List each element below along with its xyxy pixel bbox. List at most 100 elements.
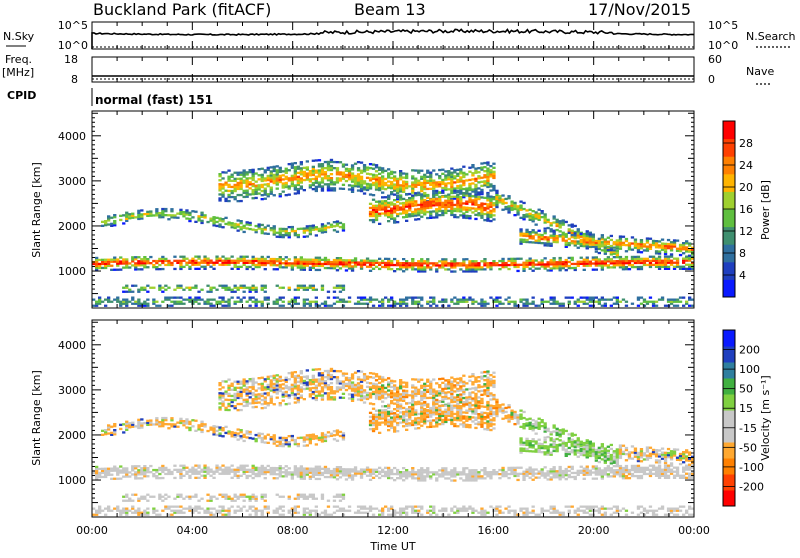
velocity-cell <box>215 510 218 512</box>
power-cell <box>568 232 571 234</box>
power-cell <box>312 267 315 269</box>
velocity-cell <box>113 429 116 431</box>
velocity-cell <box>264 392 267 394</box>
power-cell <box>670 303 673 305</box>
velocity-cell <box>357 472 360 474</box>
power-cell <box>652 244 655 246</box>
power-cell <box>227 196 230 198</box>
power-cell <box>414 186 417 188</box>
power-cell <box>227 305 230 307</box>
velocity-cell <box>176 469 179 471</box>
power-cell <box>447 200 450 202</box>
power-cell <box>532 220 535 222</box>
velocity-cell <box>297 467 300 469</box>
velocity-cell <box>227 393 230 395</box>
velocity-cell <box>237 391 240 393</box>
velocity-cell <box>279 380 282 382</box>
power-cell <box>673 241 676 243</box>
velocity-cell <box>297 437 300 439</box>
power-cell <box>206 264 209 266</box>
power-cell <box>447 170 450 172</box>
power-cell <box>688 299 691 301</box>
power-cell <box>456 204 459 206</box>
power-cell <box>354 265 357 267</box>
power-cell <box>598 246 601 248</box>
power-cell <box>429 268 432 270</box>
power-cell <box>276 171 279 173</box>
velocity-cell <box>249 508 252 510</box>
power-cell <box>113 224 116 226</box>
power-cell <box>550 224 553 226</box>
velocity-cell <box>158 514 161 516</box>
power-cell <box>146 291 149 293</box>
power-cell <box>306 289 309 291</box>
power-cell <box>492 301 495 303</box>
velocity-cell <box>255 498 258 500</box>
power-cell <box>297 176 300 178</box>
power-cell <box>113 257 116 259</box>
power-cell <box>474 204 477 206</box>
power-cell <box>471 178 474 180</box>
power-cell <box>125 260 128 262</box>
power-cell <box>444 206 447 208</box>
power-cell <box>261 186 264 188</box>
power-cell <box>658 299 661 301</box>
velocity-cell <box>258 432 261 434</box>
power-cell <box>366 189 369 191</box>
power-cell <box>107 223 110 225</box>
power-cell <box>522 233 525 235</box>
power-cell <box>486 182 489 184</box>
velocity-cell <box>291 473 294 475</box>
power-cell <box>312 289 315 291</box>
power-cell <box>110 261 113 263</box>
power-cell <box>471 172 474 174</box>
velocity-cell <box>155 475 158 477</box>
power-cell <box>535 215 538 217</box>
freq-label: Freq. <box>5 53 32 66</box>
power-cell <box>453 190 456 192</box>
velocity-cell <box>122 471 125 473</box>
velocity-cell <box>270 471 273 473</box>
velocity-cell <box>101 430 104 432</box>
power-cell <box>688 264 691 266</box>
power-cell <box>291 268 294 270</box>
power-cell <box>580 236 583 238</box>
power-cell <box>387 187 390 189</box>
power-cell <box>622 244 625 246</box>
power-cell <box>586 297 589 299</box>
power-cell <box>279 234 282 236</box>
power-cell <box>553 237 556 239</box>
velocity-cell <box>312 510 315 512</box>
velocity-cell <box>243 440 246 442</box>
power-cell <box>402 202 405 204</box>
power-cell <box>679 246 682 248</box>
power-cell <box>399 206 402 208</box>
power-cell <box>384 262 387 264</box>
power-cell <box>631 303 634 305</box>
velocity-cell <box>318 470 321 472</box>
velocity-cell <box>200 475 203 477</box>
power-cell <box>221 194 224 196</box>
velocity-cell <box>267 392 270 394</box>
power-cell <box>450 172 453 174</box>
power-cell <box>339 222 342 224</box>
power-cell <box>532 264 535 266</box>
power-cell <box>432 216 435 218</box>
power-cell <box>483 258 486 260</box>
power-cell <box>158 287 161 289</box>
power-cell <box>411 199 414 201</box>
power-cell <box>673 268 676 270</box>
velocity-cell <box>288 396 291 398</box>
power-cell <box>297 264 300 266</box>
power-cell <box>309 170 312 172</box>
power-cell <box>227 264 230 266</box>
power-cell <box>435 264 438 266</box>
power-cell <box>586 247 589 249</box>
power-cell <box>489 204 492 206</box>
velocity-cell <box>113 468 116 470</box>
power-cell <box>312 160 315 162</box>
power-cell <box>387 216 390 218</box>
velocity-cell <box>203 425 206 427</box>
velocity-cell <box>188 510 191 512</box>
power-cell <box>568 301 571 303</box>
